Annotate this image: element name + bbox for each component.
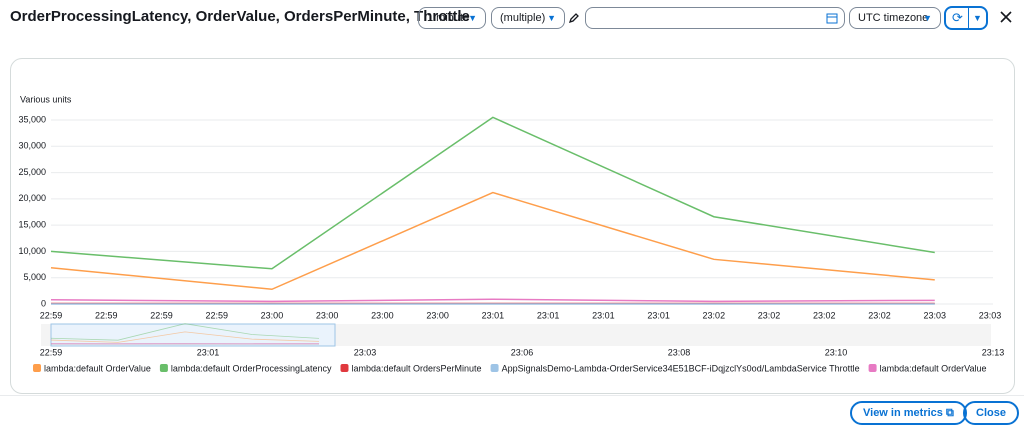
- x-tick-label: 23:01: [647, 310, 670, 320]
- legend-label: lambda:default OrderValue: [880, 363, 987, 373]
- x-tick-label: 23:00: [426, 310, 449, 320]
- navigator-line: [50, 331, 320, 343]
- y-tick-label: 30,000: [18, 141, 46, 151]
- y-axis-label: Various units: [20, 94, 72, 104]
- timezone-dropdown[interactable]: UTC timezone ▼: [849, 7, 941, 29]
- x-tick-label: 23:02: [868, 310, 891, 320]
- x-tick-label: 23:01: [537, 310, 560, 320]
- x-tick-label: 23:02: [813, 310, 836, 320]
- navigator-tick-label: 23:10: [825, 347, 848, 357]
- chart-card: [10, 58, 1015, 394]
- x-tick-label: 22:59: [150, 310, 173, 320]
- divider: [0, 395, 1024, 396]
- x-tick-label: 23:03: [979, 310, 1002, 320]
- close-button[interactable]: Close: [963, 401, 1019, 425]
- navigator-tick-label: 23:06: [511, 347, 534, 357]
- view-in-metrics-button[interactable]: View in metrics ⧉: [850, 401, 967, 425]
- series-line: [50, 191, 935, 291]
- legend-swatch: [490, 364, 499, 372]
- close-text: Close: [976, 407, 1006, 419]
- label-input[interactable]: [585, 7, 845, 29]
- x-tick-label: 23:00: [261, 310, 284, 320]
- chart: Various units 0 5,000 10,000 15,000 20,000 25,…: [18, 94, 1005, 373]
- timezone-text: UTC timezone: [858, 12, 929, 24]
- navigator-tick-label: 23:13: [982, 347, 1005, 357]
- legend-label: lambda:default OrderProcessingLatency: [171, 363, 332, 373]
- period-text: 1 minute: [427, 12, 470, 24]
- navigator-line: [50, 323, 320, 341]
- legend: lambda:default OrderValue lambda:default …: [33, 363, 987, 373]
- x-tick-label: 23:02: [758, 310, 781, 320]
- y-tick-label: 20,000: [18, 193, 46, 203]
- legend-label: lambda:default OrderValue: [44, 363, 151, 373]
- x-tick-label: 23:03: [923, 310, 946, 320]
- x-tick-label: 23:01: [482, 310, 505, 320]
- y-tick-label: 10,000: [18, 246, 46, 256]
- refresh-button[interactable]: ⟳ ▼: [944, 6, 988, 30]
- y-tick-label: 0: [41, 298, 46, 308]
- edit-icon[interactable]: [568, 12, 580, 24]
- statistic-text: (multiple): [500, 12, 546, 24]
- navigator-tick-label: 23:08: [668, 347, 691, 357]
- period-dropdown[interactable]: 1 minute ▼: [418, 7, 486, 29]
- legend-swatch: [159, 364, 168, 372]
- navigator-tick-label: 22:59: [40, 347, 63, 357]
- statistic-dropdown[interactable]: (multiple) ▼: [491, 7, 565, 29]
- y-tick-label: 5,000: [23, 272, 46, 282]
- x-tick-label: 22:59: [205, 310, 228, 320]
- navigator-tick-label: 23:01: [197, 347, 220, 357]
- y-tick-label: 15,000: [18, 220, 46, 230]
- y-tick-label: 35,000: [18, 114, 46, 124]
- navigator-selection: [50, 323, 336, 347]
- view-in-metrics-text: View in metrics: [863, 407, 943, 419]
- x-tick-label: 22:59: [40, 310, 63, 320]
- dialog-title: OrderProcessingLatency, OrderValue, Orde…: [10, 8, 470, 25]
- legend-swatch: [33, 364, 41, 372]
- y-tick-label: 25,000: [18, 167, 46, 177]
- legend-label: lambda:default OrdersPerMinute: [352, 363, 482, 373]
- x-tick-label: 23:01: [592, 310, 615, 320]
- series-line: [50, 116, 935, 270]
- legend-label: AppSignalsDemo-Lambda-OrderService34E51B…: [502, 363, 860, 373]
- x-tick-label: 23:02: [703, 310, 726, 320]
- legend-swatch: [868, 364, 877, 372]
- legend-swatch: [340, 364, 349, 372]
- x-tick-label: 23:00: [316, 310, 339, 320]
- series-line: [50, 298, 935, 303]
- x-tick-label: 23:00: [371, 310, 394, 320]
- calendar-icon: [826, 13, 838, 24]
- close-icon[interactable]: [999, 10, 1013, 24]
- navigator-tick-label: 23:03: [354, 347, 377, 357]
- x-tick-label: 22:59: [95, 310, 118, 320]
